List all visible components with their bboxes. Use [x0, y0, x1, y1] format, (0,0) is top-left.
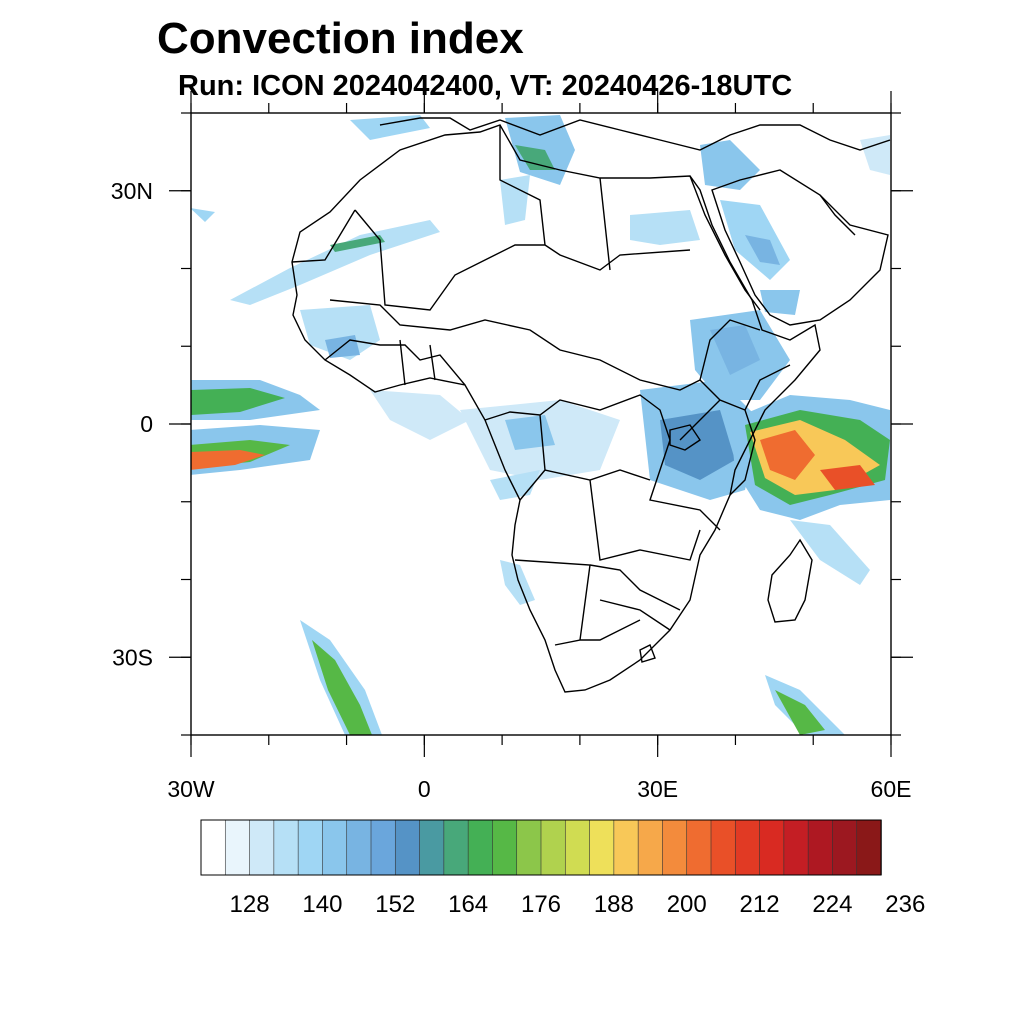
shade-egypt: [630, 210, 700, 245]
axis-ticks: [169, 91, 913, 757]
convection-shading: [191, 115, 890, 735]
axis-tick-labels: 30N 0 30S 30W 0 30E 60E: [111, 178, 912, 802]
x-tick-label: 30W: [167, 776, 215, 802]
colorbar-label: 164: [448, 891, 488, 918]
shade-med-1: [350, 115, 430, 140]
colorbar-swatch: [200, 819, 227, 876]
colorbar-swatch: [686, 819, 712, 876]
colorbar-swatch: [589, 819, 615, 876]
borders-north: [291, 125, 691, 311]
shade-south-atl-core: [312, 640, 372, 735]
shade-sahara-core: [330, 235, 385, 252]
colorbar-swatch: [492, 819, 518, 876]
africa-coastline: [291, 124, 821, 693]
colorbar-label: 176: [521, 891, 561, 918]
colorbar-label: 236: [885, 891, 925, 918]
shade-angola-n: [490, 470, 540, 500]
arabia-coastline: [711, 169, 889, 326]
colorbar-swatch: [419, 819, 445, 876]
shade-storm-core-2: [820, 465, 875, 490]
colorbar-swatch: [540, 819, 567, 876]
shade-madagascar: [790, 520, 870, 585]
shade-levant: [700, 140, 760, 190]
colorbar-swatch: [467, 819, 494, 876]
colorbar-label: 212: [740, 891, 780, 918]
colorbar-swatch: [346, 819, 372, 876]
y-tick-label: 30S: [112, 644, 153, 670]
shade-atl-1-core: [191, 388, 285, 415]
colorbar-swatch: [613, 819, 639, 876]
shade-yemen: [760, 290, 800, 315]
borders-central: [484, 394, 721, 561]
colorbar-label: 200: [667, 891, 707, 918]
borders-south: [514, 559, 681, 646]
y-tick-label: 30N: [111, 178, 153, 204]
madagascar-coastline: [767, 538, 813, 623]
colorbar-label: 224: [812, 891, 852, 918]
x-tick-label: 0: [418, 776, 431, 802]
shade-sahara-band: [230, 220, 440, 305]
y-tick-label: 0: [140, 411, 153, 437]
colorbar-swatch: [759, 819, 785, 876]
colorbar-swatch: [783, 819, 809, 876]
shade-gulf-guinea: [370, 390, 470, 440]
colorbar-label: 188: [594, 891, 634, 918]
shade-atl-2-core: [191, 450, 265, 470]
colorbar-swatch: [224, 819, 251, 876]
borders-west: [324, 339, 466, 386]
colorbar-swatch: [832, 819, 858, 876]
colorbar-swatch: [297, 819, 324, 876]
shade-storm-core: [760, 430, 815, 480]
colorbar-label: 152: [375, 891, 415, 918]
colorbar-label: 140: [302, 891, 342, 918]
shade-atl-n: [191, 208, 215, 222]
europe-coastline: [379, 117, 891, 151]
shade-westafrica: [300, 305, 380, 360]
colorbar-swatch: [249, 819, 275, 876]
colorbar-swatch: [710, 819, 737, 876]
x-tick-label: 30E: [637, 776, 678, 802]
colorbar-swatch: [564, 819, 591, 876]
lake-victoria: [669, 424, 701, 451]
borders-sahel: [329, 299, 761, 391]
colorbar-swatch: [734, 819, 761, 876]
colorbar-swatch: [637, 819, 664, 876]
colorbar-label: 128: [230, 891, 270, 918]
shade-ethiopia-core: [710, 325, 760, 375]
chart-subtitle: Run: ICON 2024042400, VT: 20240426-18UTC: [178, 70, 793, 102]
shade-arabia-core: [745, 235, 780, 265]
lesotho: [639, 644, 656, 663]
colorbar-swatch: [856, 819, 882, 876]
colorbar-swatch: [273, 819, 299, 876]
colorbar: 128 140 152 164 176 188 200 212 224 236: [200, 819, 925, 918]
colorbar-swatch: [807, 819, 834, 876]
colorbar-swatch: [370, 819, 397, 876]
coastlines-borders: [291, 117, 891, 693]
colorbar-swatch: [662, 819, 688, 876]
x-tick-label: 60E: [871, 776, 912, 802]
colorbar-swatch: [443, 819, 469, 876]
shade-namibia: [500, 560, 535, 605]
colorbar-frame: [200, 819, 882, 876]
colorbar-swatch: [394, 819, 421, 876]
shade-libya: [500, 175, 530, 225]
borders-east: [679, 364, 791, 496]
chart-title: Convection index: [157, 14, 524, 63]
persian-gulf: [819, 194, 856, 236]
shade-iran: [860, 135, 890, 175]
shade-med-core: [515, 145, 555, 170]
shade-south-indian-core: [775, 690, 825, 735]
colorbar-swatch: [322, 819, 348, 876]
red-sea: [689, 175, 761, 311]
colorbar-swatch: [516, 819, 542, 876]
